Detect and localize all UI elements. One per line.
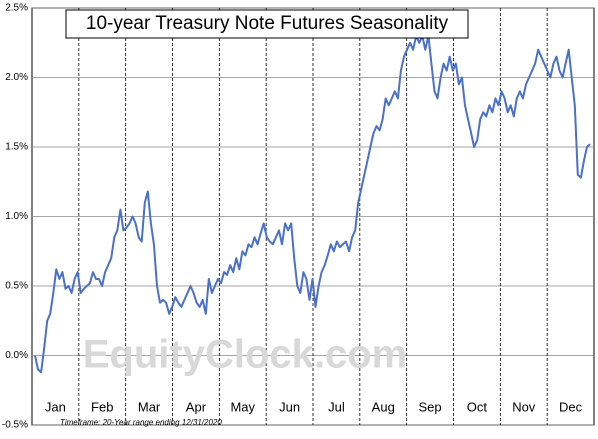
x-tick-label: Mar (138, 399, 161, 414)
title-box (65, 9, 469, 39)
series-line (34, 34, 591, 374)
y-tick-label: 2.0% (5, 72, 28, 83)
y-tick-label: 1.5% (5, 142, 28, 153)
y-tick-label: 0.5% (5, 281, 28, 292)
x-tick-label: Apr (186, 399, 207, 414)
x-tick-label: Jan (45, 399, 66, 414)
x-tick-label: Jul (328, 399, 345, 414)
x-tick-label: May (230, 399, 255, 414)
x-tick-label: Sep (419, 399, 442, 414)
y-tick-label: 2.5% (5, 3, 28, 14)
x-tick-label: Aug (372, 399, 395, 414)
x-tick-label: Jun (279, 399, 300, 414)
chart-title: 10-year Treasury Note Futures Seasonalit… (86, 13, 449, 34)
x-tick-label: Dec (559, 399, 583, 414)
y-tick-label: -0.5% (2, 420, 28, 431)
x-tick-label: Oct (467, 399, 488, 414)
watermark: EquityClock.com (83, 333, 408, 377)
plot (34, 34, 591, 374)
x-tick-label: Feb (91, 399, 113, 414)
x-tick-label: Nov (512, 399, 536, 414)
grid (32, 7, 594, 426)
footnote: Timeframe: 20-Year range ending 12/31/20… (60, 418, 222, 427)
y-tick-label: 1.0% (5, 211, 28, 222)
y-tick-label: 0.0% (5, 350, 28, 361)
